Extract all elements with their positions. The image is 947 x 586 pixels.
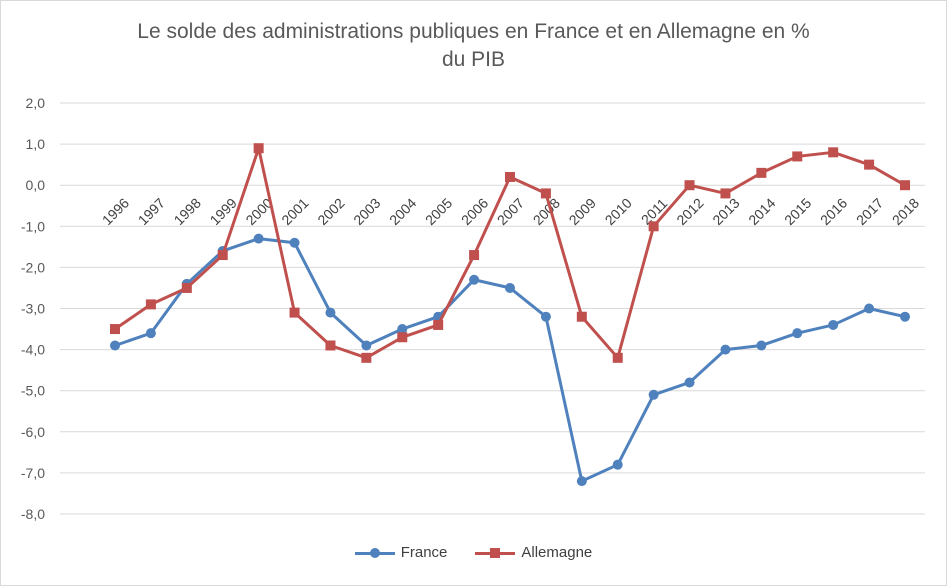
y-tick-label: -7,0 (21, 465, 45, 481)
series-france (110, 233, 910, 487)
y-tick-label: 1,0 (26, 136, 46, 152)
data-point (720, 344, 731, 355)
data-point (720, 188, 731, 199)
y-tick-label: -5,0 (21, 383, 45, 399)
data-point (361, 340, 372, 351)
data-point (253, 233, 264, 244)
x-tick-label: 2004 (386, 195, 419, 228)
x-tick-label: 1996 (99, 195, 132, 228)
x-tick-label: 1997 (135, 195, 168, 228)
legend-swatch-france (354, 547, 395, 559)
data-point (756, 167, 767, 178)
x-tick-label: 2016 (817, 195, 850, 228)
x-tick-label: 2005 (422, 195, 455, 228)
x-tick-label: 2015 (781, 195, 814, 228)
data-point (397, 324, 408, 335)
y-tick-label: -8,0 (21, 506, 45, 522)
x-tick-label: 2010 (602, 195, 635, 228)
x-tick-label: 2002 (314, 195, 347, 228)
data-point (289, 237, 300, 248)
data-point (433, 319, 444, 330)
x-tick-label: 2013 (709, 195, 742, 228)
x-tick-label: 2001 (278, 195, 311, 228)
x-tick-label: 2018 (889, 195, 922, 228)
y-tick-label: -2,0 (21, 259, 45, 275)
data-point (900, 180, 910, 191)
data-point (397, 332, 408, 343)
data-point (828, 319, 839, 330)
series-lines (110, 143, 910, 487)
data-point (612, 352, 623, 363)
y-tick-label: 2,0 (26, 95, 46, 111)
data-point (540, 311, 551, 322)
x-tick-label: 2003 (350, 195, 383, 228)
data-point (612, 459, 623, 470)
chart-title-line-2: du PIB (441, 48, 506, 71)
data-point (325, 340, 336, 351)
data-point (864, 303, 875, 314)
x-tick-label: 1998 (171, 195, 204, 228)
legend-label-allemagne: Allemagne (521, 544, 593, 561)
y-axis-tick-labels: 2,0 1,0 0,0 -1,0 -2,0 -3,0 -4,0 -5,0 -6,0 -7,0 -8,… (21, 95, 45, 522)
data-point (110, 340, 120, 351)
data-point (648, 221, 659, 232)
data-point (217, 250, 228, 261)
x-tick-label: 2014 (745, 195, 778, 228)
x-tick-label: 2009 (566, 195, 599, 228)
legend-item-france: France (354, 544, 448, 561)
data-point (864, 159, 875, 170)
data-point (540, 188, 551, 199)
y-tick-label: -4,0 (21, 342, 45, 358)
data-point (792, 328, 803, 339)
series-line-france (114, 237, 906, 483)
series-allemagne (110, 143, 910, 363)
data-point (469, 274, 480, 285)
y-tick-label: -6,0 (21, 424, 45, 440)
data-point (505, 282, 515, 293)
data-point (828, 147, 839, 158)
legend-label-france: France (400, 544, 448, 561)
x-tick-label: 2017 (853, 195, 886, 228)
legend-swatch-allemagne (475, 547, 516, 559)
data-point (648, 389, 659, 400)
gridlines (60, 102, 925, 515)
data-point (361, 352, 372, 363)
data-point (181, 282, 192, 293)
data-point (289, 307, 300, 318)
data-point (145, 299, 156, 310)
legend: France Allemagne (0, 544, 947, 561)
data-point (253, 143, 264, 154)
y-tick-label: -1,0 (21, 218, 45, 234)
data-point (469, 250, 480, 261)
data-point (684, 180, 695, 191)
chart-title-line-1: Le solde des administrations publiques e… (137, 20, 810, 43)
data-point (145, 328, 156, 339)
x-axis-tick-labels: 1996 1997 1998 1999 2000 2001 2002 2003 2004 2005… (99, 195, 922, 228)
data-point (110, 324, 120, 335)
data-point (505, 171, 515, 182)
data-point (684, 377, 695, 388)
legend-item-allemagne: Allemagne (475, 544, 592, 561)
data-point (576, 476, 587, 487)
data-point (792, 151, 803, 162)
y-tick-label: -3,0 (21, 301, 45, 317)
chart-title: Le solde des administrations publiques e… (0, 18, 947, 74)
x-tick-label: 2006 (458, 195, 491, 228)
data-point (900, 311, 910, 322)
data-point (756, 340, 767, 351)
y-tick-label: 0,0 (26, 177, 46, 193)
data-point (325, 307, 336, 318)
data-point (576, 311, 587, 322)
